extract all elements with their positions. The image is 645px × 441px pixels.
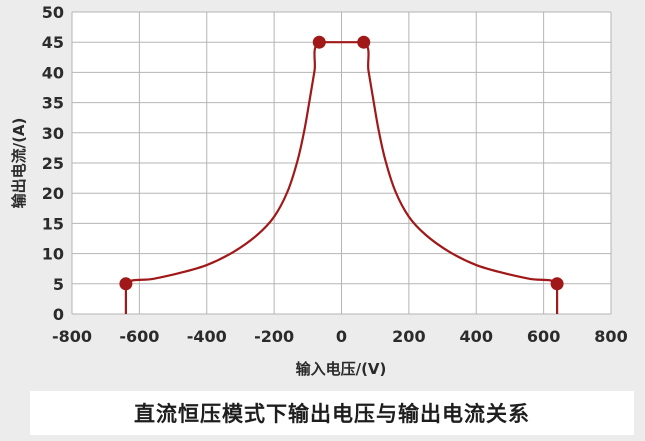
x-tick-label-800: 800 <box>594 327 627 346</box>
y-tick-label-10: 10 <box>42 245 64 264</box>
y-tick-label-15: 15 <box>42 214 64 233</box>
data-point-1 <box>312 35 326 49</box>
y-tick-label-40: 40 <box>42 63 64 82</box>
data-point-3 <box>550 277 564 291</box>
x-tick-label-600: 600 <box>527 327 560 346</box>
x-tick-label--200: -200 <box>254 327 294 346</box>
y-tick-label-25: 25 <box>42 154 64 173</box>
x-axis-label: 输入电压/(V) <box>296 360 387 378</box>
data-point-2 <box>357 35 371 49</box>
y-tick-label-20: 20 <box>42 184 64 203</box>
series-layer <box>119 35 564 314</box>
data-point-0 <box>119 277 133 291</box>
y-tick-label-5: 5 <box>53 275 64 294</box>
x-tick-label-200: 200 <box>392 327 425 346</box>
series-line-0 <box>124 41 559 314</box>
figure-caption: 直流恒压模式下输出电压与输出电流关系 <box>30 391 634 435</box>
y-tick-label-45: 45 <box>42 33 64 52</box>
y-tick-label-35: 35 <box>42 94 64 113</box>
x-tick-label-400: 400 <box>460 327 493 346</box>
y-tick-label-30: 30 <box>42 124 64 143</box>
x-tick-label--600: -600 <box>119 327 159 346</box>
y-axis-ticks: 0 5 10 15 20 25 30 35 40 45 50 <box>42 3 64 324</box>
chart: 0 5 10 15 20 25 30 35 40 45 50 -800 -600 -400 -200 0 20… <box>10 3 628 378</box>
x-tick-label-0: 0 <box>336 327 347 346</box>
x-tick-label--400: -400 <box>187 327 227 346</box>
y-tick-label-0: 0 <box>53 305 64 324</box>
y-tick-label-50: 50 <box>42 3 64 22</box>
x-axis-ticks: -800 -600 -400 -200 0 200 400 600 800 <box>52 327 628 346</box>
x-tick-label--800: -800 <box>52 327 92 346</box>
y-axis-label: 输出电流/(A) <box>10 118 28 209</box>
